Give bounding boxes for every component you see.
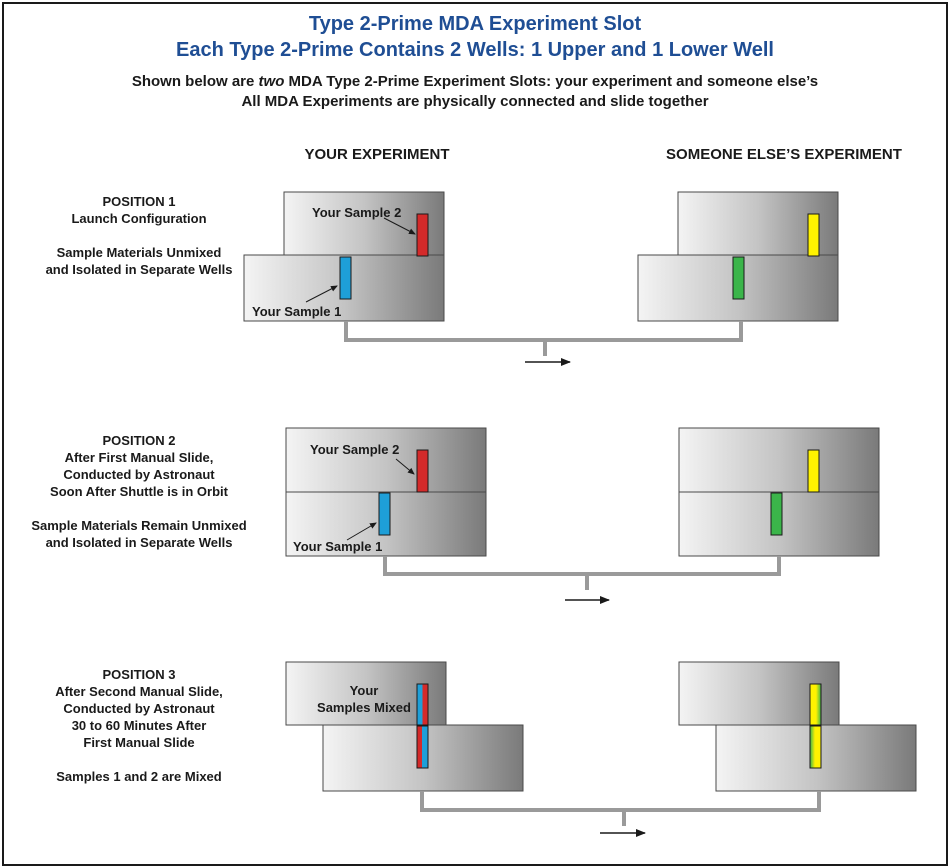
- sample-2-pointer-arrow: [383, 217, 416, 235]
- sample-1-pointer-arrow: [346, 522, 377, 541]
- position-1-label: POSITION 1 Launch Configuration Sample M…: [14, 193, 264, 278]
- column-header-someone-elses-experiment: SOMEONE ELSE’S EXPERIMENT: [666, 146, 902, 163]
- your-samples-mixed-label: Your Samples Mixed: [314, 682, 414, 716]
- position-label-line: Launch Configuration: [71, 211, 207, 226]
- annot-line: Samples Mixed: [317, 700, 411, 715]
- position-2-label: POSITION 2 After First Manual Slide, Con…: [4, 432, 274, 551]
- position-3-diagram: [285, 661, 917, 837]
- position-label-line: POSITION 3: [102, 667, 176, 682]
- other-sample-green: [732, 256, 745, 300]
- your-mixed-sample-upper: [416, 683, 429, 726]
- position-label-line: Conducted by Astronaut: [63, 467, 215, 482]
- your-sample-2-label: Your Sample 2: [312, 205, 402, 220]
- position-label-line: First Manual Slide: [83, 735, 195, 750]
- your-sample-1-blue: [339, 256, 352, 300]
- column-header-your-experiment: YOUR EXPERIMENT: [304, 146, 450, 163]
- position-label-line: Conducted by Astronaut: [63, 701, 215, 716]
- position-label-line: POSITION 2: [102, 433, 176, 448]
- position-label-line: After Second Manual Slide,: [55, 684, 223, 699]
- position-3-connector-bracket: [420, 791, 821, 826]
- your-upper-well-slab: [285, 427, 487, 493]
- other-upper-well-slab: [678, 427, 880, 493]
- your-sample-1-label: Your Sample 1: [252, 304, 342, 319]
- other-mixed-sample-upper: [809, 683, 822, 726]
- position-label-line: Sample Materials Unmixed: [56, 245, 222, 260]
- diagram-subtitle-line2: All MDA Experiments are physically conne…: [241, 93, 709, 110]
- subtitle-part: MDA Type 2-Prime Experiment Slots: your …: [284, 73, 819, 90]
- slot-diagram-svg: [243, 191, 917, 837]
- other-sample-yellow: [807, 213, 820, 257]
- position-1-connector-bracket: [344, 321, 743, 356]
- position-2-diagram: [285, 427, 880, 604]
- position-3-label: POSITION 3 After Second Manual Slide, Co…: [14, 666, 264, 785]
- other-sample-green: [770, 492, 783, 536]
- position-label-line: 30 to 60 Minutes After: [71, 718, 207, 733]
- your-sample-2-label: Your Sample 2: [310, 442, 400, 457]
- position-label-line: Samples 1 and 2 are Mixed: [56, 769, 222, 784]
- subtitle-part: Shown below are: [131, 73, 259, 90]
- your-sample-1-blue: [378, 492, 391, 536]
- position-label-line: and Isolated in Separate Wells: [45, 262, 233, 277]
- diagram-title-line2: Each Type 2-Prime Contains 2 Wells: 1 Up…: [176, 39, 774, 61]
- position-label-line: After First Manual Slide,: [64, 450, 214, 465]
- your-mixed-sample-lower: [416, 725, 429, 769]
- position-label-line: and Isolated in Separate Wells: [45, 535, 233, 550]
- position-label-line: POSITION 1: [102, 194, 176, 209]
- subtitle-emphasis: two: [258, 73, 285, 90]
- sample-1-pointer-arrow: [305, 285, 338, 303]
- other-sample-yellow: [807, 449, 820, 493]
- position-2-connector-bracket: [383, 556, 781, 590]
- position-1-diagram: [243, 191, 839, 366]
- position-label-line: Soon After Shuttle is in Orbit: [50, 484, 228, 499]
- other-mixed-sample-lower: [809, 725, 822, 769]
- position-label-line: Sample Materials Remain Unmixed: [31, 518, 247, 533]
- your-sample-2-red: [416, 449, 429, 493]
- your-sample-2-red: [416, 213, 429, 257]
- diagram-subtitle: Shown below are two MDA Type 2-Prime Exp…: [4, 72, 946, 92]
- diagram-title: Type 2-Prime MDA Experiment Slot: [308, 13, 642, 35]
- your-sample-1-label: Your Sample 1: [293, 539, 383, 554]
- annot-line: Your: [349, 683, 379, 698]
- sample-2-pointer-arrow: [395, 458, 415, 475]
